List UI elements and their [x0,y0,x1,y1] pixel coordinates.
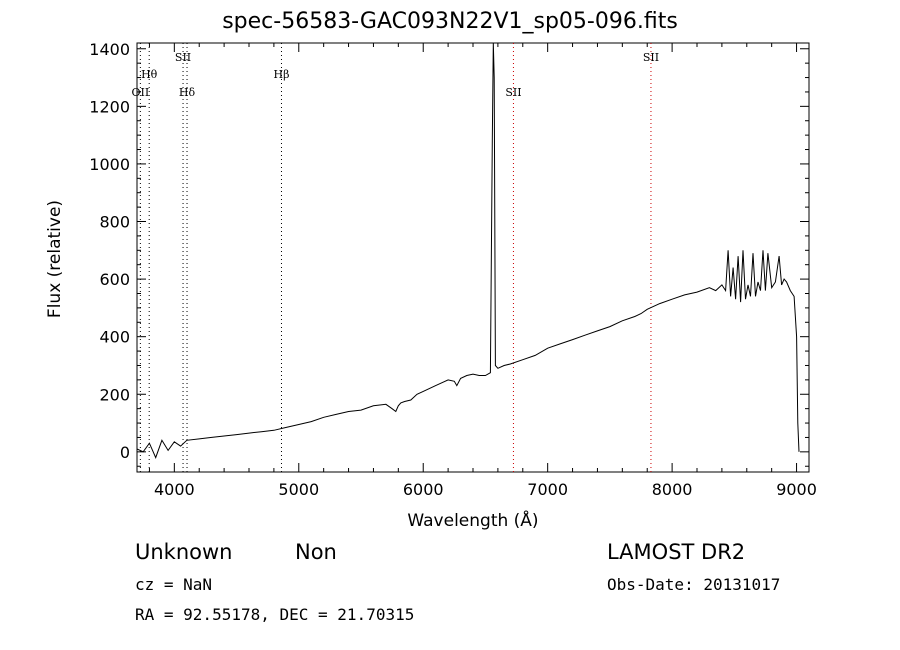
y-tick-label: 200 [99,385,130,404]
spectral-line-label: Hδ [179,86,196,99]
x-axis-label: Wavelength (Å) [407,511,539,531]
y-tick-label: 800 [99,213,130,232]
x-tick-label: 6000 [403,480,444,499]
spectral-line-label: SII [175,51,191,64]
object-class: Unknown [135,540,233,564]
ra-dec-coordinates: RA = 92.55178, DEC = 21.70315 [135,605,415,624]
redshift-cz: cz = NaN [135,575,213,594]
spectral-line-label: OII [132,86,150,99]
y-tick-label: 0 [120,443,130,462]
x-tick-label: 7000 [527,480,568,499]
spectral-line-label: SII [505,86,521,99]
spectrum-line [136,42,800,459]
y-tick-label: 600 [99,270,130,289]
y-axis-label: Flux (relative) [45,199,65,319]
survey-name: LAMOST DR2 [607,540,746,564]
y-tick-label: 1200 [89,97,130,116]
spectral-line-label: Hβ [274,68,290,81]
x-tick-label: 5000 [278,480,319,499]
line-markers: OII Hθ SII Hδ Hβ SII SII [132,43,659,472]
x-tick-label: 4000 [154,480,195,499]
spectral-line-label: SII [643,51,659,64]
plot-frame [136,42,810,473]
x-tick-label: 9000 [776,480,817,499]
object-subclass: Non [295,540,337,564]
y-tick-label: 1400 [89,40,130,59]
axis-ticks: 4000 5000 6000 7000 8000 9000 0 200 400 600 800 100… [89,40,817,499]
x-tick-label: 8000 [652,480,693,499]
y-tick-label: 1000 [89,155,130,174]
y-tick-label: 400 [99,328,130,347]
spectral-line-label: Hθ [141,68,158,81]
chart-title: spec-56583-GAC093N22V1_sp05-096.fits [222,9,678,34]
observation-date: Obs-Date: 20131017 [607,575,781,594]
